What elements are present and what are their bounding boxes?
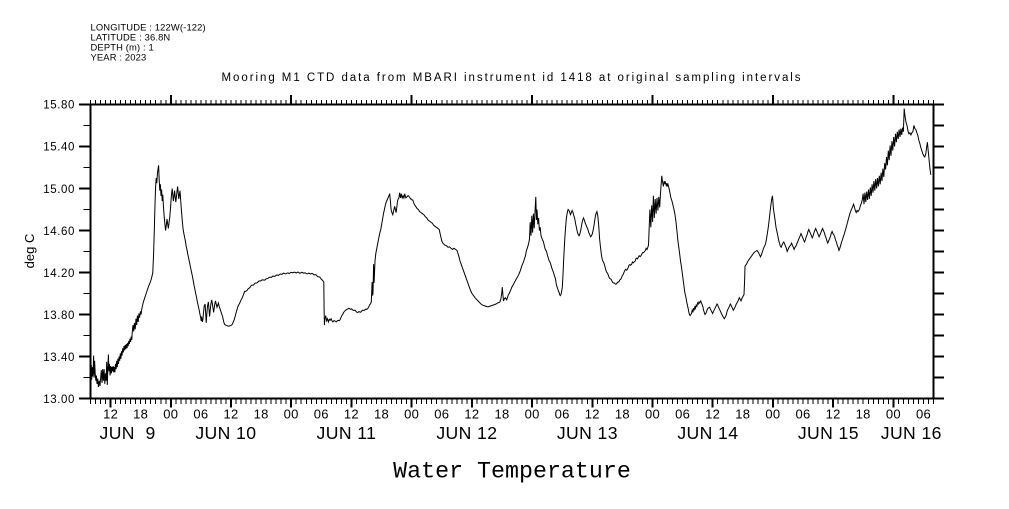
svg-text:18: 18	[615, 407, 630, 422]
svg-text:12: 12	[344, 407, 359, 422]
svg-text:12: 12	[223, 407, 238, 422]
svg-text:JUN 16: JUN 16	[881, 423, 942, 443]
svg-text:18: 18	[856, 407, 871, 422]
svg-text:00: 00	[404, 407, 419, 422]
svg-text:12: 12	[826, 407, 841, 422]
svg-text:06: 06	[555, 407, 570, 422]
svg-text:JUN 9: JUN 9	[100, 423, 156, 443]
svg-text:12: 12	[464, 407, 479, 422]
svg-text:00: 00	[163, 407, 178, 422]
svg-text:13.40: 13.40	[43, 352, 75, 364]
svg-text:06: 06	[434, 407, 449, 422]
svg-text:15.80: 15.80	[43, 100, 75, 112]
svg-text:Water Temperature: Water Temperature	[393, 459, 631, 485]
svg-text:00: 00	[886, 407, 901, 422]
svg-text:DEPTH (m) : 1: DEPTH (m) : 1	[91, 41, 154, 52]
svg-text:deg C: deg C	[22, 234, 37, 269]
svg-text:JUN 10: JUN 10	[195, 423, 256, 443]
svg-text:18: 18	[133, 407, 148, 422]
svg-text:12: 12	[705, 407, 720, 422]
svg-text:18: 18	[735, 407, 750, 422]
svg-text:JUN 14: JUN 14	[677, 423, 738, 443]
svg-text:15.00: 15.00	[43, 184, 75, 196]
svg-text:00: 00	[645, 407, 660, 422]
svg-text:13.00: 13.00	[43, 394, 75, 406]
svg-text:18: 18	[374, 407, 389, 422]
svg-text:14.20: 14.20	[43, 268, 75, 280]
svg-text:15.40: 15.40	[43, 142, 75, 154]
svg-text:12: 12	[585, 407, 600, 422]
svg-text:14.60: 14.60	[43, 226, 75, 238]
svg-text:06: 06	[193, 407, 208, 422]
svg-text:LONGITUDE : 122W(-122): LONGITUDE : 122W(-122)	[91, 21, 206, 32]
svg-text:06: 06	[675, 407, 690, 422]
svg-text:06: 06	[314, 407, 329, 422]
svg-text:JUN 12: JUN 12	[436, 423, 497, 443]
svg-text:LATITUDE : 36.8N: LATITUDE : 36.8N	[91, 31, 171, 42]
svg-text:JUN 15: JUN 15	[798, 423, 859, 443]
svg-text:00: 00	[525, 407, 540, 422]
svg-text:06: 06	[795, 407, 810, 422]
svg-text:18: 18	[254, 407, 269, 422]
svg-text:18: 18	[494, 407, 509, 422]
svg-text:Mooring M1 CTD data from MBARI: Mooring M1 CTD data from MBARI instrumen…	[221, 72, 802, 84]
svg-text:00: 00	[765, 407, 780, 422]
svg-text:YEAR : 2023: YEAR : 2023	[91, 51, 147, 62]
svg-text:00: 00	[284, 407, 299, 422]
svg-text:12: 12	[103, 407, 118, 422]
svg-text:13.80: 13.80	[43, 310, 75, 322]
svg-text:JUN 11: JUN 11	[317, 423, 377, 443]
svg-text:06: 06	[916, 407, 931, 422]
svg-text:JUN 13: JUN 13	[557, 423, 618, 443]
